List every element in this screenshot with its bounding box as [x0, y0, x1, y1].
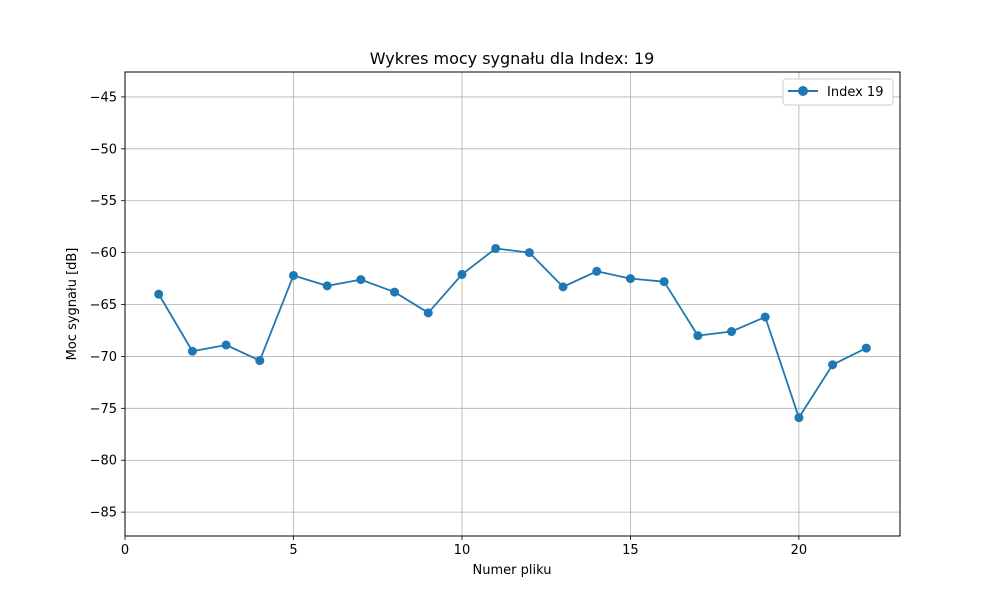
chart-title: Wykres mocy sygnału dla Index: 19: [370, 49, 655, 68]
legend-box: [782, 78, 894, 106]
data-point: [625, 274, 635, 284]
data-point: [491, 243, 501, 253]
y-tick-label: −75: [90, 402, 117, 417]
data-point: [356, 275, 366, 285]
y-tick-label: −65: [90, 298, 117, 313]
y-tick-label: −45: [90, 90, 117, 105]
data-point: [828, 360, 838, 370]
data-point: [457, 269, 467, 279]
x-tick-label: 5: [289, 543, 297, 558]
data-point: [255, 356, 265, 366]
data-point: [322, 281, 332, 291]
y-tick-label: −85: [90, 506, 117, 521]
data-point: [727, 327, 737, 337]
x-tick-label: 15: [622, 543, 639, 558]
data-point: [659, 277, 669, 287]
y-tick-label: −55: [90, 194, 117, 209]
legend-label: Index 19: [827, 85, 883, 100]
data-point: [390, 287, 400, 297]
data-point: [760, 312, 770, 322]
x-axis-label: Numer pliku: [473, 563, 552, 578]
y-tick-label: −80: [90, 454, 117, 469]
data-point: [592, 266, 602, 276]
x-tick-label: 0: [121, 543, 129, 558]
legend-marker: [798, 86, 808, 96]
y-tick-label: −70: [90, 350, 117, 365]
data-point: [221, 340, 231, 350]
data-point: [154, 289, 164, 299]
data-point: [288, 270, 298, 280]
x-tick-label: 10: [454, 543, 471, 558]
data-point: [423, 308, 433, 318]
data-point: [861, 343, 871, 353]
data-point: [558, 282, 568, 292]
data-point: [187, 346, 197, 356]
data-point: [794, 413, 804, 423]
plot-frame: [124, 71, 901, 537]
legend: Index 19: [782, 78, 894, 106]
y-axis-label: Moc sygnału [dB]: [65, 248, 80, 361]
y-tick-label: −60: [90, 246, 117, 261]
data-point: [524, 248, 534, 258]
data-point: [693, 331, 703, 341]
ticks: 0 5 10 15 20 −45 −50 −55 −60 −65 −70 −75 −80 −85: [90, 90, 808, 558]
series-line: [157, 247, 867, 419]
grid: [124, 72, 900, 536]
series-layer: [154, 243, 871, 423]
y-tick-label: −50: [90, 142, 117, 157]
x-tick-label: 20: [791, 543, 808, 558]
